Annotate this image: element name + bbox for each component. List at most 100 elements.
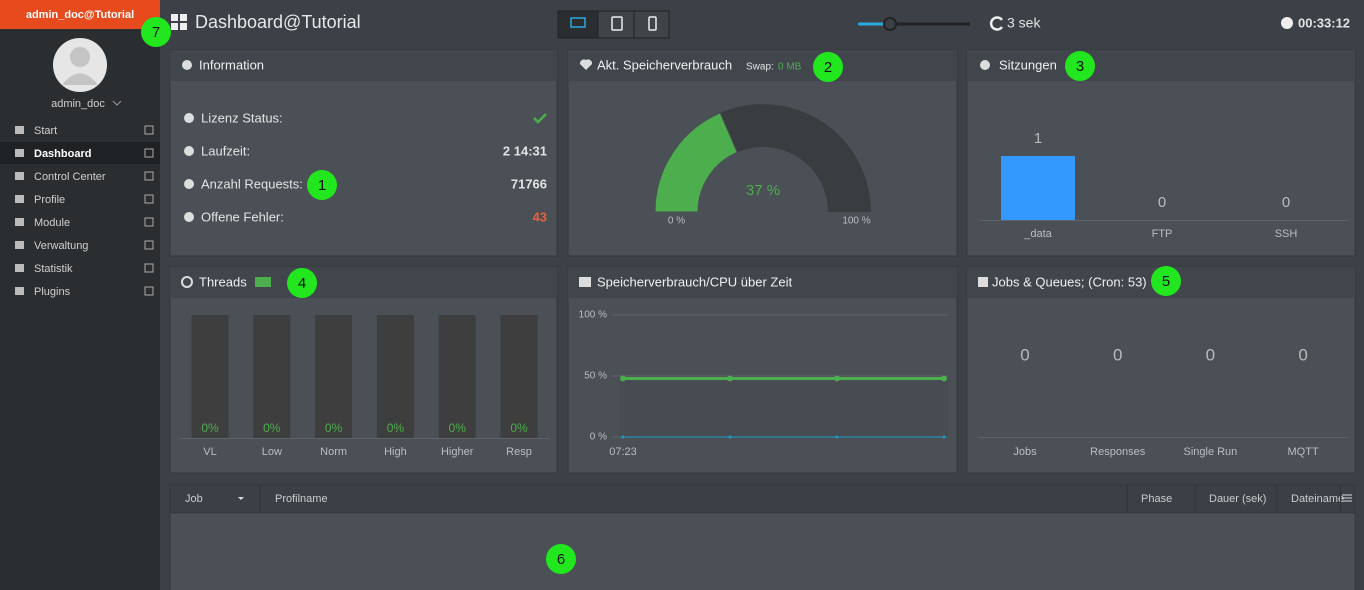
swap-value: 0 MB <box>778 62 802 73</box>
nav-open[interactable] <box>144 148 154 158</box>
panel <box>966 49 1356 257</box>
job-count: 0 <box>1298 345 1307 364</box>
mobile-icon <box>648 16 657 31</box>
x-label: VL <box>203 446 216 458</box>
user-name[interactable]: admin_doc <box>51 98 105 110</box>
nav-item[interactable]: Statistik <box>34 263 73 275</box>
panel <box>966 266 1356 474</box>
gauge-label: 37 % <box>746 182 780 199</box>
y-tick-label: 0 % <box>590 432 607 443</box>
marker-label: 7 <box>152 24 160 41</box>
panel-header <box>170 267 557 298</box>
panel-title: Speicherverbrauch/CPU über Zeit <box>597 274 792 289</box>
marker <box>1151 266 1181 296</box>
x-label: SSH <box>1275 228 1298 240</box>
tablet-icon <box>611 16 623 31</box>
bar-track <box>500 315 538 438</box>
panel-header <box>568 267 957 298</box>
column-header[interactable]: Dateiname <box>1291 493 1344 505</box>
brand[interactable]: admin_doc@Tutorial <box>26 9 134 21</box>
series-point <box>942 435 946 439</box>
row-icon <box>184 212 194 222</box>
column-header[interactable]: Profilname <box>275 493 328 505</box>
sidebar <box>0 0 160 590</box>
info-value: 43 <box>533 209 547 224</box>
mobile-view[interactable] <box>633 10 670 39</box>
marker <box>1065 51 1095 81</box>
series-point <box>835 435 839 439</box>
nav-item[interactable]: Profile <box>34 194 65 206</box>
nav-open[interactable] <box>144 240 154 250</box>
markers: 1 2 3 4 5 6 7 <box>141 17 1181 574</box>
avatar-body <box>62 73 98 85</box>
job-label: Single Run <box>1183 446 1237 458</box>
row-icon <box>184 146 194 156</box>
panel-header <box>170 50 557 81</box>
y-tick-label: 100 % <box>579 310 607 321</box>
nav-open[interactable] <box>144 125 154 135</box>
info-value: 71766 <box>511 176 547 191</box>
series-point <box>834 375 840 382</box>
job-label: Jobs <box>1013 446 1037 458</box>
marker-label: 5 <box>1162 273 1170 290</box>
panel-title: Akt. Speicherverbrauch <box>597 57 732 72</box>
y-tick-label: 50 % <box>584 371 607 382</box>
column-header[interactable]: Dauer (sek) <box>1209 493 1266 505</box>
refresh-interval[interactable]: 3 sek <box>1007 15 1041 31</box>
panel-header <box>967 50 1355 81</box>
brand-bar[interactable] <box>0 0 160 29</box>
marker-label: 1 <box>318 177 326 194</box>
job-label: MQTT <box>1288 446 1319 458</box>
nav-item[interactable]: Dashboard <box>34 148 91 160</box>
panel-title: Threads <box>199 274 247 289</box>
slider-handle[interactable] <box>883 17 897 31</box>
info-label: Offene Fehler: <box>201 209 284 224</box>
logo <box>180 23 187 30</box>
nav-item[interactable]: Control Center <box>34 171 106 183</box>
swap-label: Swap: <box>746 62 774 73</box>
x-label: _data <box>1023 228 1052 240</box>
bar-value: 0% <box>263 421 281 435</box>
nav-icon <box>15 195 24 203</box>
nav-open[interactable] <box>144 263 154 273</box>
marker <box>287 268 317 298</box>
nav-open[interactable] <box>144 286 154 296</box>
info-value: 2 14:31 <box>503 143 547 158</box>
nav-open[interactable] <box>144 194 154 204</box>
nav-open[interactable] <box>144 171 154 181</box>
nav-item[interactable]: Verwaltung <box>34 240 88 252</box>
desktop-icon <box>570 17 586 28</box>
clock: 00:33:12 <box>1298 15 1350 30</box>
logo <box>171 14 178 21</box>
truck-icon <box>255 277 271 287</box>
column-header[interactable]: Job <box>185 493 203 505</box>
bar-track <box>438 315 476 438</box>
x-label: Higher <box>441 446 474 458</box>
nav-item[interactable]: Start <box>34 125 57 137</box>
bar-value: 0 <box>1282 194 1290 211</box>
bar-track <box>253 315 291 438</box>
desktop-view[interactable] <box>557 10 599 39</box>
job-table: Job Profilname Phase Dauer (sek) Dateiname <box>185 485 1352 513</box>
job-label: Responses <box>1090 446 1146 458</box>
series-point <box>728 435 732 439</box>
nav-open[interactable] <box>144 217 154 227</box>
nav-icon <box>15 241 24 249</box>
nav: Start Dashboard Control Center Profile Modul… <box>15 125 154 298</box>
bar-value: 0% <box>387 421 405 435</box>
nav-icon <box>15 126 24 134</box>
tablet-view[interactable] <box>597 10 635 39</box>
info-rows: Lizenz Status: Laufzeit: 2 14:31 Anzahl Req… <box>184 110 547 224</box>
info-icon <box>182 60 192 70</box>
panel <box>169 49 558 257</box>
x-tick-label: 07:23 <box>609 446 637 458</box>
column-header[interactable]: Phase <box>1141 493 1172 505</box>
info-label: Laufzeit: <box>201 143 250 158</box>
nav-item[interactable]: Plugins <box>34 286 71 298</box>
x-label: FTP <box>1152 228 1173 240</box>
clock-icon <box>1281 17 1293 29</box>
nav-icon <box>15 287 24 295</box>
logo <box>180 14 187 21</box>
sort-caret[interactable] <box>238 497 244 500</box>
nav-item[interactable]: Module <box>34 217 70 229</box>
